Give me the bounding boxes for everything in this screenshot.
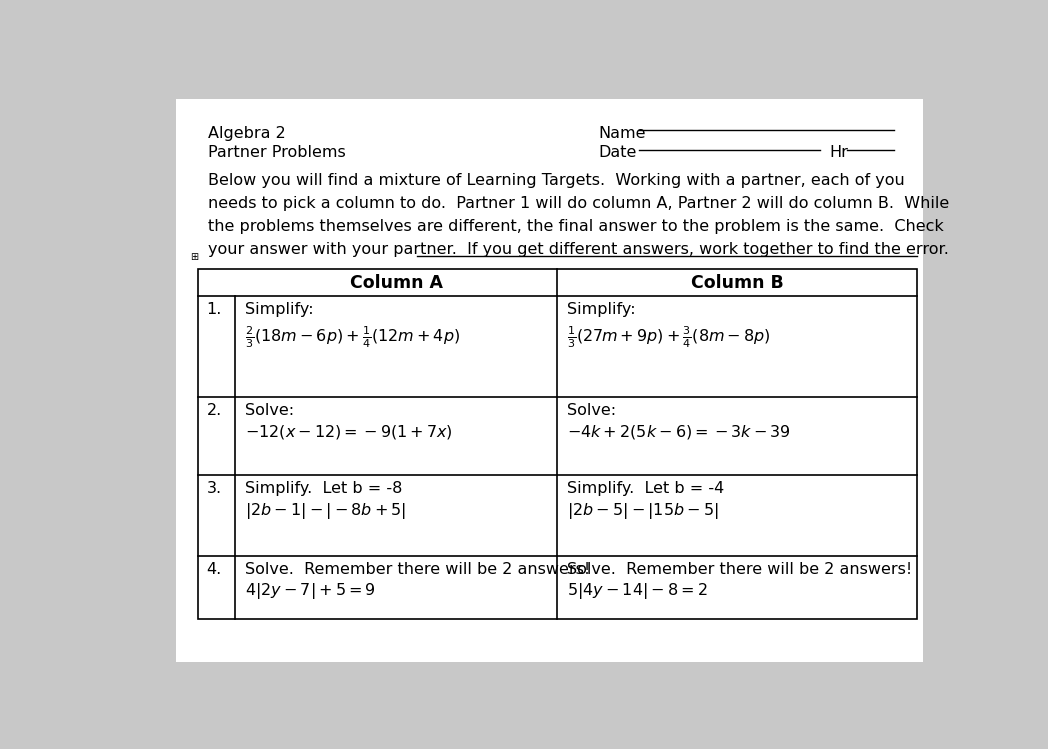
Text: $\frac{1}{3}(27m+9p)+\frac{3}{4}(8m-8p)$: $\frac{1}{3}(27m+9p)+\frac{3}{4}(8m-8p)$	[567, 324, 771, 350]
Text: 2.: 2.	[206, 403, 222, 418]
Text: Solve:: Solve:	[245, 403, 293, 418]
Text: $4|2y-7|+5=9$: $4|2y-7|+5=9$	[245, 581, 375, 601]
Text: $|2b-5|-|15b-5|$: $|2b-5|-|15b-5|$	[567, 500, 719, 521]
Text: Solve.  Remember there will be 2 answers!: Solve. Remember there will be 2 answers!	[567, 562, 912, 577]
Text: Below you will find a mixture of Learning Targets.  Working with a partner, each: Below you will find a mixture of Learnin…	[209, 173, 904, 188]
Text: Simplify:: Simplify:	[567, 302, 636, 317]
Text: Partner Problems: Partner Problems	[209, 145, 346, 160]
Text: Date: Date	[598, 145, 636, 160]
Text: Column B: Column B	[691, 273, 784, 291]
Text: $|2b-1|-|-8b+5|$: $|2b-1|-|-8b+5|$	[245, 500, 406, 521]
Text: Algebra 2: Algebra 2	[209, 126, 286, 141]
Text: Simplify.  Let b = -8: Simplify. Let b = -8	[245, 481, 402, 496]
Text: 3.: 3.	[206, 481, 222, 496]
Text: Name: Name	[598, 126, 646, 141]
Text: 4.: 4.	[206, 562, 222, 577]
Text: needs to pick a column to do.  Partner 1 will do column A, Partner 2 will do col: needs to pick a column to do. Partner 1 …	[209, 196, 949, 211]
Text: $-4k+2(5k-6)=-3k-39$: $-4k+2(5k-6)=-3k-39$	[567, 422, 791, 440]
Text: $\frac{2}{3}(18m-6p)+\frac{1}{4}(12m+4p)$: $\frac{2}{3}(18m-6p)+\frac{1}{4}(12m+4p)…	[245, 324, 460, 350]
Text: Solve:: Solve:	[567, 403, 616, 418]
Text: your answer with your partner.  If you get different answers, work together to f: your answer with your partner. If you ge…	[209, 242, 949, 257]
Text: 1.: 1.	[206, 302, 222, 317]
Text: Solve.  Remember there will be 2 answers!: Solve. Remember there will be 2 answers!	[245, 562, 590, 577]
Bar	[198, 269, 917, 619]
Text: Simplify.  Let b = -4: Simplify. Let b = -4	[567, 481, 724, 496]
Text: $5|4y-14|-8=2$: $5|4y-14|-8=2$	[567, 581, 707, 601]
Text: Simplify:: Simplify:	[245, 302, 313, 317]
Text: Hr: Hr	[830, 145, 849, 160]
Text: Column A: Column A	[350, 273, 442, 291]
Text: ⊞: ⊞	[191, 252, 198, 261]
Text: the problems themselves are different, the final answer to the problem is the sa: the problems themselves are different, t…	[209, 219, 944, 234]
Text: $-12(x-12)=-9(1+7x)$: $-12(x-12)=-9(1+7x)$	[245, 422, 453, 440]
